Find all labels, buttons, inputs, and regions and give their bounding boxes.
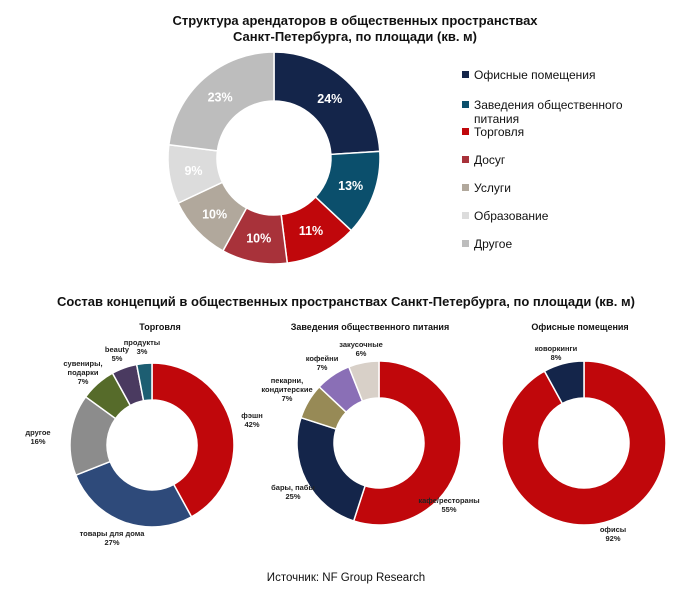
office-chart-title: Офисные помещения [531, 322, 629, 332]
main-label-заведения-общественного-питания: 13% [338, 179, 363, 193]
office-label-коворкинги: коворкинги 8% [535, 344, 578, 362]
food-label-кафе-рестораны: кафе/рестораны 55% [418, 496, 479, 514]
legend-label-образование: Образование [474, 209, 549, 223]
food-label-закусочные: закусочные 6% [339, 340, 383, 358]
main-label-другое: 23% [208, 90, 233, 104]
main-chart-title-line2: Санкт-Петербурга, по площади (кв. м) [233, 29, 477, 44]
office-slice-коворкинги [543, 360, 585, 405]
legend-label-торговля: Торговля [474, 125, 525, 139]
sub-donut-charts: фэшн 42% товары для дома 27% другое 16% сувени… [25, 338, 667, 547]
trade-label-продукты: продукты 3% [124, 338, 160, 356]
main-label-услуги: 10% [202, 207, 227, 221]
food-slice-закусочные [347, 360, 380, 403]
trade-slice-товары-для-дома [74, 460, 193, 528]
legend-item-услуги: Услуги [462, 181, 644, 195]
legend-item-офисные-помещения: Офисные помещения [462, 68, 644, 82]
legend-swatch-услуги [462, 184, 469, 191]
trade-chart-title: Торговля [139, 322, 181, 332]
food-label-бары-пабы: бары, пабы 25% [271, 483, 315, 501]
main-label-торговля: 11% [299, 224, 323, 238]
legend-swatch-заведения-общественного-питания [462, 101, 469, 108]
main-donut-chart: 24% 13% 11% 10% 10% 9% 23% [167, 51, 381, 265]
main-slice-другое [167, 51, 275, 152]
trade-slice-продукты [135, 362, 153, 402]
trade-slice-фэшн [151, 362, 235, 518]
legend-swatch-досуг [462, 156, 469, 163]
main-label-образование: 9% [184, 164, 202, 178]
source-note: Источник: NF Group Research [266, 572, 426, 584]
legend-swatch-другое [462, 240, 469, 247]
food-label-пекарни-кондитерские: пекарни, кондитерские 7% [261, 376, 312, 403]
trade-label-товары-для-дома: товары для дома 27% [80, 529, 146, 547]
main-chart-title: Структура арендаторов в общественных про… [120, 13, 590, 45]
food-chart-title: Заведения общественного питания [290, 322, 450, 332]
legend-swatch-офисные-помещения [462, 71, 469, 78]
trade-label-фэшн: фэшн 42% [241, 411, 263, 429]
main-label-досуг: 10% [246, 232, 271, 246]
legend-label-офисные-помещения: Офисные помещения [474, 68, 596, 82]
legend-item-досуг: Досуг [462, 153, 644, 167]
legend-item-торговля: Торговля [462, 125, 644, 139]
trade-label-другое: другое 16% [25, 428, 50, 446]
office-slice-офисы [501, 360, 667, 526]
bottom-chart-title: Состав концепций в общественных простран… [57, 294, 635, 309]
office-label-офисы: офисы 92% [600, 525, 626, 543]
food-label-кофейни: кофейни 7% [306, 354, 339, 372]
legend-item-другое: Другое [462, 237, 644, 251]
trade-label-beauty: beauty 5% [105, 345, 130, 363]
legend-label-услуги: Услуги [474, 181, 511, 195]
main-chart-title-line1: Структура арендаторов в общественных про… [172, 13, 538, 28]
legend-swatch-торговля [462, 128, 469, 135]
main-slice-офисные-помещения [273, 51, 381, 156]
main-label-офисные-помещения: 24% [317, 92, 342, 106]
legend-label-другое: Другое [474, 237, 513, 251]
food-slice-бары-пабы [296, 416, 367, 522]
legend-item-образование: Образование [462, 209, 644, 223]
legend-label-досуг: Досуг [474, 153, 506, 167]
food-slice-кафе-рестораны [352, 360, 462, 526]
trade-label-сувениры-подарки: сувениры, подарки 7% [63, 359, 102, 386]
legend-label-заведения-общественного-питания: Заведения общественного питания [474, 98, 623, 126]
legend-swatch-образование [462, 212, 469, 219]
legend-item-заведения-общественного-питания: Заведения общественного питания [462, 98, 644, 126]
